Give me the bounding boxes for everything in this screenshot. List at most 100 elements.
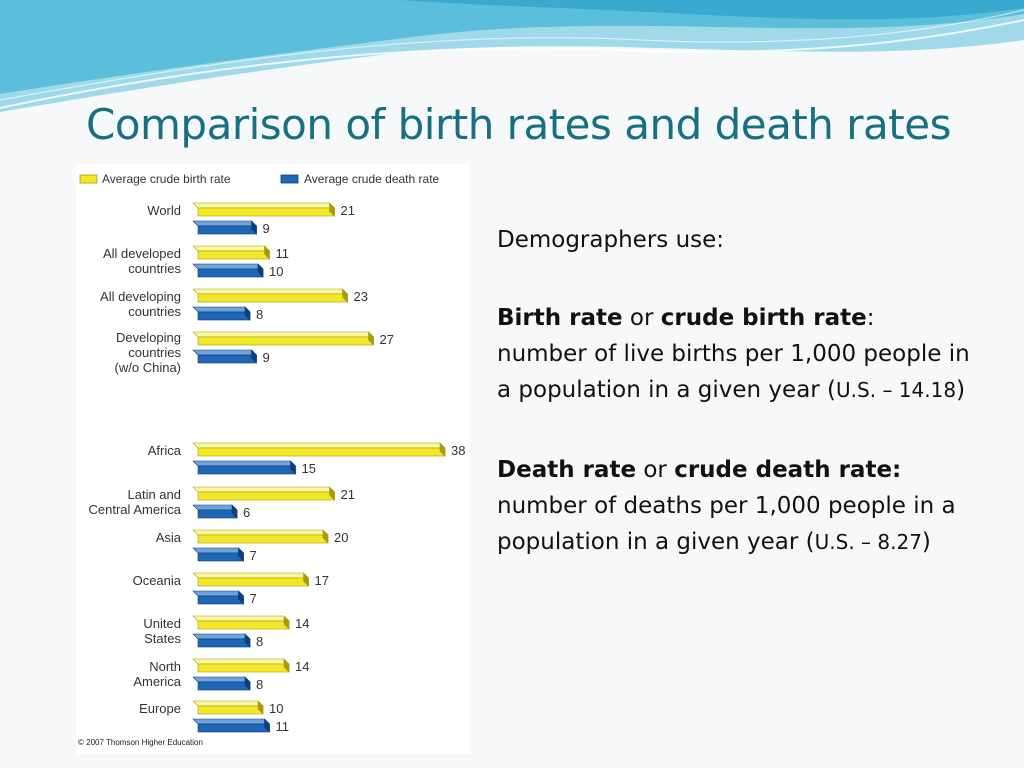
category-label: Developing [116, 330, 181, 345]
bar-value-label: 7 [250, 591, 257, 606]
category-label: Africa [148, 443, 182, 458]
bar-value-label: 15 [302, 461, 316, 476]
bar-top-birth [192, 202, 336, 209]
death-term2: crude death rate: [674, 457, 902, 483]
bar-end-birth [283, 658, 290, 673]
bar-end-death [251, 220, 257, 235]
bar-value-label: 8 [256, 634, 263, 649]
bar-top-death [192, 263, 264, 270]
bar-chart: Average crude birth rate Average crude de… [79, 172, 465, 734]
category-label: (w/o China) [115, 360, 181, 375]
bar-top-birth [192, 658, 290, 665]
bar-value-label: 21 [341, 487, 355, 502]
bar-end-birth [283, 615, 290, 630]
category-label: Oceania [133, 573, 182, 588]
category-label: North [149, 659, 181, 674]
death-definition-text: number of deaths per 1,000 people in a p… [497, 493, 956, 555]
bar-end-birth [368, 331, 374, 346]
category-label: United [143, 616, 181, 631]
bar-birth [197, 293, 348, 303]
bar-end-death [257, 263, 264, 278]
bar-birth [197, 705, 264, 715]
death-us-value: U.S. – 8.27 [814, 530, 922, 554]
bar-birth [197, 491, 335, 501]
category-label: countries [128, 261, 181, 276]
bar-top-birth [192, 442, 446, 449]
bar-value-label: 23 [354, 289, 368, 304]
bar-value-label: 38 [451, 443, 465, 458]
bar-birth [197, 663, 290, 673]
header-wave-decoration [0, 0, 1024, 112]
bar-end-birth [329, 486, 335, 501]
bar-end-death [244, 633, 251, 648]
birth-or: or [622, 305, 661, 331]
bar-birth [197, 534, 329, 544]
bar-birth [197, 620, 290, 630]
bar-death [197, 723, 270, 733]
birth-close: ) [956, 377, 966, 403]
category-label: States [144, 631, 181, 646]
bar-end-death [264, 718, 270, 733]
category-label: countries [128, 304, 181, 319]
bar-end-death [251, 349, 257, 364]
category-label: Europe [139, 701, 181, 716]
bar-value-label: 10 [269, 264, 283, 279]
bar-value-label: 14 [295, 659, 309, 674]
bar-end-birth [439, 442, 446, 457]
bar-top-birth [192, 700, 264, 707]
bar-death [197, 225, 257, 235]
birth-term1: Birth rate [497, 305, 623, 331]
bar-value-label: 7 [250, 548, 257, 563]
bar-death [197, 638, 251, 648]
bar-death [197, 595, 244, 605]
category-label: Asia [156, 530, 182, 545]
bar-top-death [192, 220, 258, 227]
bar-end-birth [303, 572, 309, 587]
bar-death [197, 681, 251, 691]
category-label: World [147, 203, 181, 218]
legend-label-birth: Average crude birth rate [102, 172, 231, 186]
bar-top-death [192, 633, 251, 640]
bar-value-label: 27 [380, 332, 394, 347]
death-rate-definition: Death rate or crude death rate: number o… [497, 452, 977, 560]
birth-term2: crude birth rate [660, 305, 867, 331]
bar-death [197, 509, 238, 519]
bar-value-label: 6 [243, 505, 250, 520]
category-label: countries [128, 345, 181, 360]
bar-top-birth [192, 245, 271, 252]
bar-top-birth [192, 331, 375, 338]
bar-top-death [192, 349, 258, 356]
bar-value-label: 17 [315, 573, 329, 588]
bar-birth [197, 447, 446, 457]
birth-us-value: U.S. – 14.18 [836, 378, 957, 402]
bar-top-death [192, 547, 245, 554]
bar-value-label: 11 [276, 719, 290, 734]
bar-end-death [238, 547, 244, 562]
category-label: Latin and [128, 487, 182, 502]
bar-end-death [231, 504, 238, 519]
slide-body-text: Demographers use: Birth rate or crude bi… [497, 222, 977, 560]
bar-value-label: 21 [341, 203, 355, 218]
bar-value-label: 11 [276, 246, 290, 261]
category-label: Central America [89, 502, 182, 517]
legend-swatch-death [280, 174, 299, 184]
bar-end-death [244, 676, 251, 691]
chart-panel: Average crude birth rate Average crude de… [76, 164, 470, 754]
bar-value-label: 9 [263, 221, 270, 236]
category-label: All developing [100, 289, 181, 304]
bar-end-death [238, 590, 244, 605]
bar-top-death [192, 676, 251, 683]
birth-definition-text: number of live births per 1,000 people i… [497, 341, 970, 403]
bar-birth [197, 207, 335, 217]
bar-death [197, 268, 264, 278]
birth-rate-definition: Birth rate or crude birth rate: number o… [497, 300, 977, 408]
death-term1: Death rate [497, 457, 637, 483]
bar-top-death [192, 306, 251, 313]
death-or: or [636, 457, 675, 483]
bar-value-label: 8 [256, 307, 263, 322]
bar-top-birth [192, 572, 310, 579]
bar-end-death [244, 306, 251, 321]
bar-value-label: 10 [269, 701, 283, 716]
category-label: All developed [103, 246, 181, 261]
bar-value-label: 9 [263, 350, 270, 365]
